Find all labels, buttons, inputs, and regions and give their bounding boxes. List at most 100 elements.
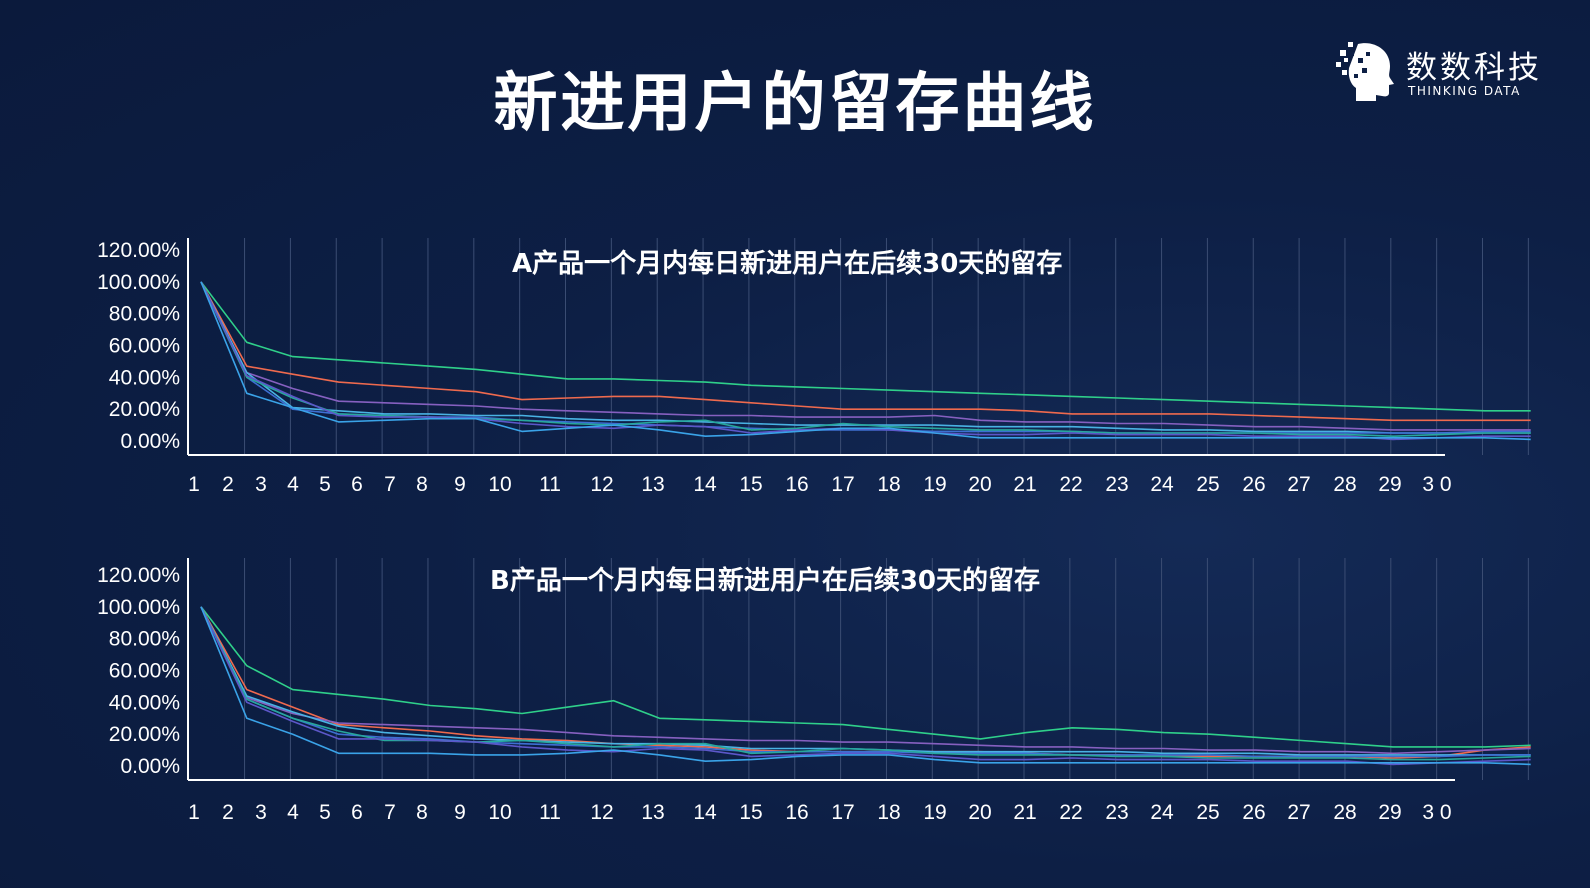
chart-a-x-tick-label: 18: [877, 473, 900, 496]
chart-a-series-line-3: [200, 281, 1531, 431]
chart-a-series-line-2: [200, 281, 1531, 422]
chart-b-series-line-1: [200, 606, 1531, 748]
chart-a-x-tick-label: 11: [539, 473, 561, 496]
chart-a-y-tick-label: 60.00%: [109, 335, 180, 358]
chart-b-series-line-5: [200, 606, 1531, 758]
chart-b-series-line-3: [200, 606, 1531, 755]
chart-a-x-tick-label: 25: [1196, 473, 1219, 496]
chart-b-x-tick-label: 21: [1013, 801, 1036, 824]
chart-b-x-tick-label: 29: [1378, 801, 1401, 824]
chart-a-title: A产品一个月内每日新进用户在后续30天的留存: [512, 248, 1062, 279]
logo-subtitle: THINKING DATA: [1408, 84, 1521, 98]
chart-a-x-tick-label: 19: [923, 473, 946, 496]
chart-a-series: [200, 281, 1531, 441]
chart-b-x-tick-label: 19: [923, 801, 946, 824]
chart-b-x-tick-label: 28: [1333, 801, 1356, 824]
chart-a-series-line-4: [200, 281, 1531, 434]
chart-b-x-tick-label: 8: [416, 801, 428, 824]
chart-b-axes: [187, 558, 1455, 781]
chart-a-x-tick-label: 29: [1378, 473, 1401, 496]
chart-b-x-tick-label: 12: [590, 801, 613, 824]
chart-a-y-tick-label: 0.00%: [120, 430, 180, 453]
chart-a-series-line-6: [200, 281, 1531, 437]
chart-b-y-tick-label: 40.00%: [109, 691, 180, 714]
chart-a-x-tick-label: 21: [1013, 473, 1036, 496]
chart-b-y-tick-label: 120.00%: [97, 564, 180, 587]
chart-b-x-tick-label: 23: [1105, 801, 1128, 824]
chart-b-x-tick-label: 18: [877, 801, 900, 824]
company-logo: 数数科技 THINKING DATA: [1336, 38, 1556, 102]
chart-b-y-ticks: 120.00% 100.00% 80.00% 60.00% 40.00% 20.00% 0.…: [97, 564, 180, 778]
chart-b-y-tick-label: 80.00%: [109, 628, 180, 651]
chart-a-x-tick-label: 5: [319, 473, 331, 496]
chart-a-x-tick-label: 3 0: [1422, 473, 1451, 496]
chart-b-y-tick-label: 100.00%: [97, 596, 180, 619]
chart-a-x-tick-label: 23: [1105, 473, 1128, 496]
chart-a-x-tick-label: 10: [488, 473, 511, 496]
chart-a-grid: [244, 238, 1529, 455]
chart-b-x-tick-label: 3: [255, 801, 267, 824]
chart-b-x-tick-label: 6: [351, 801, 363, 824]
chart-b-y-tick-label: 20.00%: [109, 723, 180, 746]
brain-head-icon: [1336, 42, 1394, 101]
logo-name: 数数科技: [1406, 50, 1542, 86]
chart-b-x-ticks: 1 2 3 4 5 6 7 8 9 10 11 12 13 14 15 16 17 18 19 20 21 22 23 24 2…: [188, 801, 1451, 824]
chart-a-x-tick-label: 17: [831, 473, 854, 496]
chart-b-x-tick-label: 27: [1287, 801, 1310, 824]
chart-b-x-tick-label: 20: [968, 801, 991, 824]
chart-product-a: 120.00% 100.00% 80.00% 60.00% 40.00% 20.00% 0.…: [97, 238, 1531, 496]
chart-a-x-tick-label: 3: [255, 473, 267, 496]
chart-a-x-tick-label: 20: [968, 473, 991, 496]
chart-b-series-line-7: [200, 606, 1531, 766]
chart-a-x-tick-label: 2: [222, 473, 234, 496]
chart-b-x-tick-label: 3 0: [1422, 801, 1451, 824]
chart-a-y-tick-label: 20.00%: [109, 398, 180, 421]
chart-a-x-ticks: 1 2 3 4 5 6 7 8 9 10 11 12 13 14 15 16 17 18 19 20 21 22 23 24 2…: [188, 473, 1451, 496]
chart-product-b: 120.00% 100.00% 80.00% 60.00% 40.00% 20.00% 0.…: [97, 558, 1531, 824]
chart-b-x-tick-label: 11: [539, 801, 561, 824]
chart-a-x-tick-label: 13: [641, 473, 664, 496]
chart-b-series-line-2: [200, 606, 1531, 759]
chart-b-x-tick-label: 10: [488, 801, 511, 824]
page-title: 新进用户的留存曲线: [493, 67, 1097, 141]
chart-b-x-tick-label: 13: [641, 801, 664, 824]
chart-a-y-tick-label: 120.00%: [97, 239, 180, 262]
chart-a-series-line-8: [200, 281, 1531, 441]
chart-b-y-tick-label: 60.00%: [109, 660, 180, 683]
chart-b-x-tick-label: 15: [739, 801, 762, 824]
chart-b-x-tick-label: 2: [222, 801, 234, 824]
chart-b-x-tick-label: 26: [1242, 801, 1265, 824]
chart-b-y-tick-label: 0.00%: [120, 755, 180, 778]
chart-b-x-tick-label: 1: [188, 801, 200, 824]
chart-b-x-tick-label: 16: [785, 801, 808, 824]
chart-a-x-tick-label: 8: [416, 473, 428, 496]
chart-b-x-tick-label: 9: [454, 801, 466, 824]
chart-b-x-tick-label: 22: [1059, 801, 1082, 824]
chart-a-x-tick-label: 28: [1333, 473, 1356, 496]
chart-b-title: B产品一个月内每日新进用户在后续30天的留存: [490, 565, 1040, 596]
chart-a-series-line-1: [200, 281, 1531, 412]
chart-a-axes: [187, 238, 1445, 456]
chart-a-x-tick-label: 6: [351, 473, 363, 496]
chart-a-x-tick-label: 24: [1150, 473, 1174, 496]
chart-b-series-line-8: [200, 606, 1531, 766]
chart-b-x-tick-label: 7: [384, 801, 396, 824]
chart-b-x-tick-label: 5: [319, 801, 331, 824]
chart-b-series: [200, 606, 1531, 766]
chart-a-y-tick-label: 40.00%: [109, 366, 180, 389]
chart-a-series-line-5: [200, 281, 1531, 434]
chart-b-series-line-4: [200, 606, 1531, 756]
chart-a-x-tick-label: 7: [384, 473, 396, 496]
chart-a-x-tick-label: 4: [287, 473, 299, 496]
chart-a-x-tick-label: 26: [1242, 473, 1265, 496]
chart-b-x-tick-label: 14: [693, 801, 717, 824]
chart-b-x-tick-label: 25: [1196, 801, 1219, 824]
chart-b-series-line-6: [200, 606, 1531, 761]
chart-b-x-tick-label: 4: [287, 801, 299, 824]
chart-a-y-tick-label: 80.00%: [109, 303, 180, 326]
chart-a-x-tick-label: 22: [1059, 473, 1082, 496]
chart-a-x-tick-label: 14: [693, 473, 717, 496]
chart-a-x-tick-label: 16: [785, 473, 808, 496]
chart-a-x-tick-label: 9: [454, 473, 466, 496]
